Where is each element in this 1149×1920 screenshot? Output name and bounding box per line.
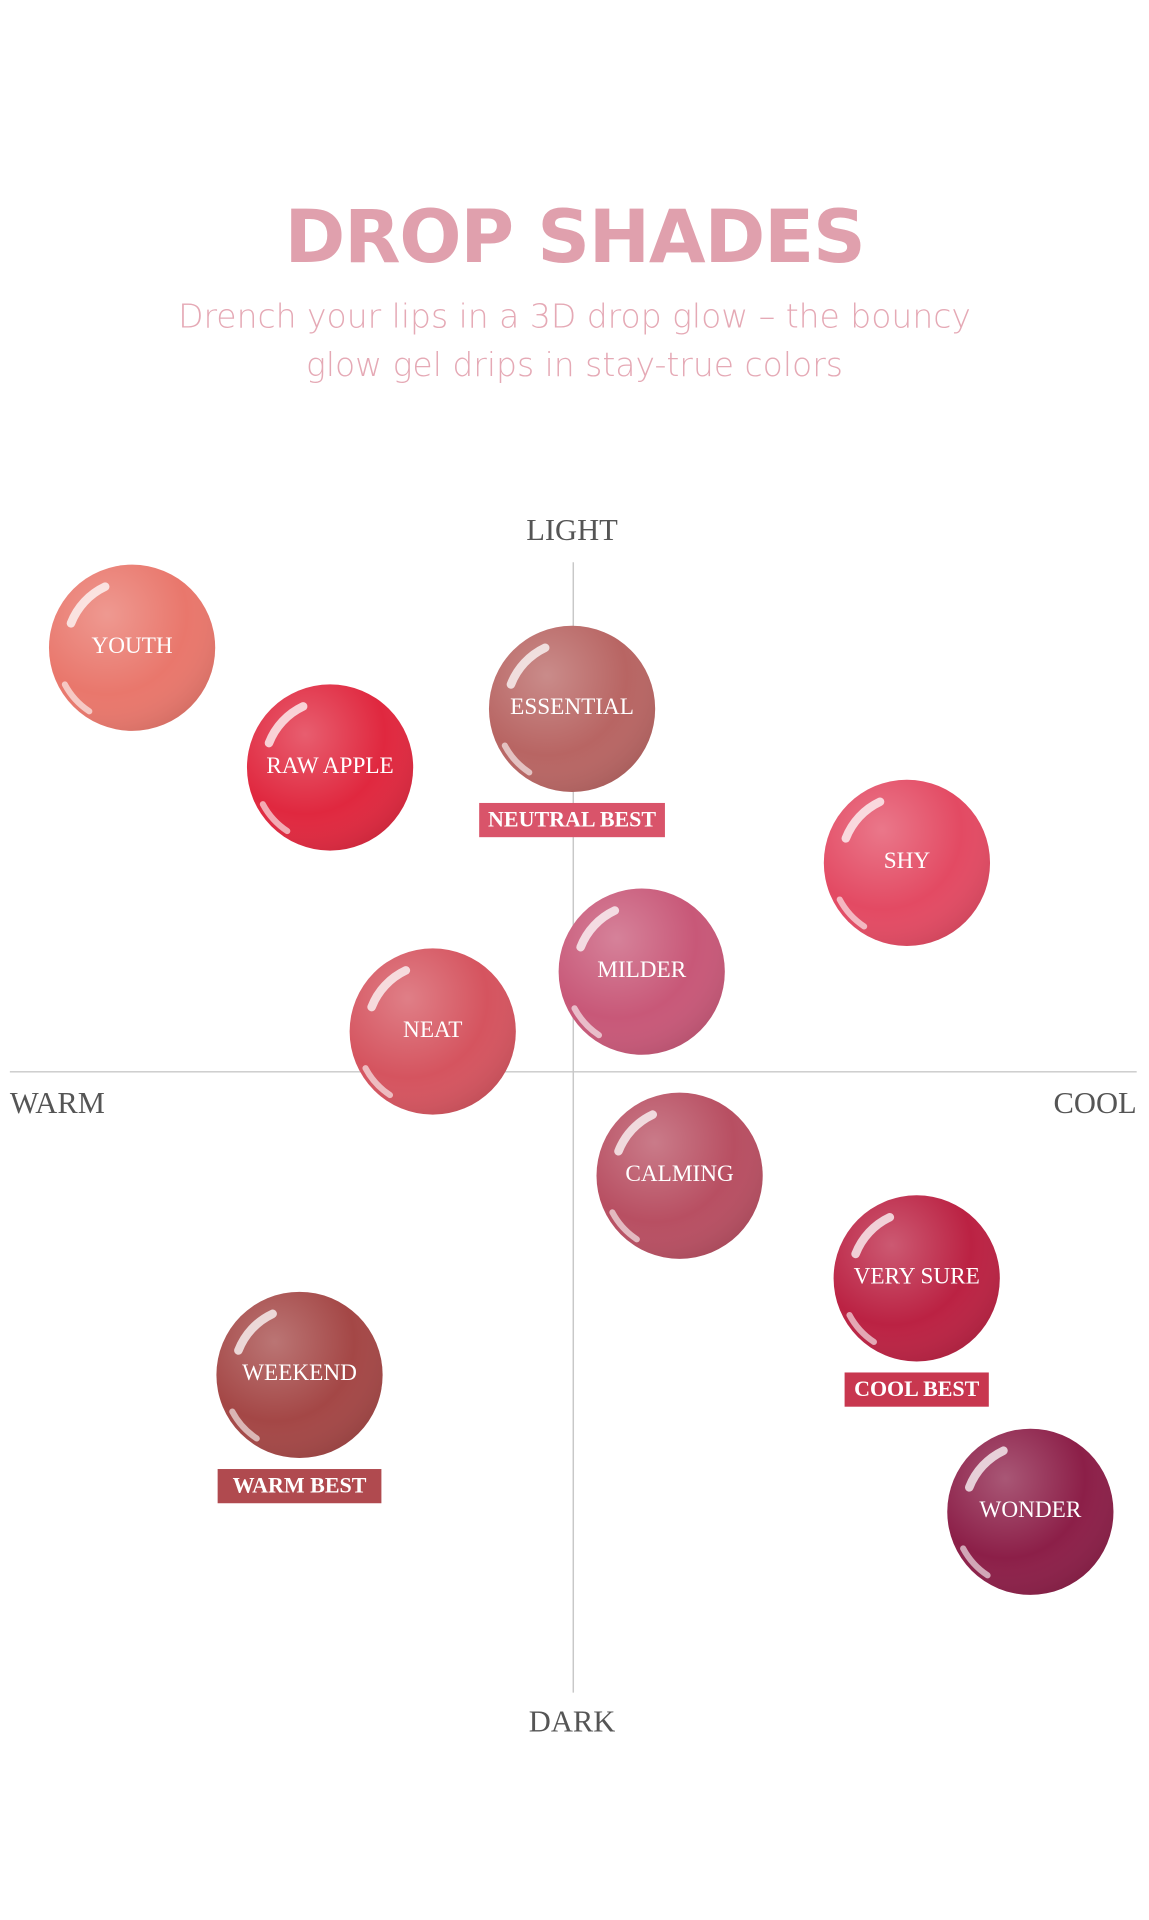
shade-label: CALMING — [625, 1161, 734, 1187]
drop-shine — [488, 625, 656, 792]
shade-label: VERY SURE — [854, 1264, 980, 1290]
drop-shine — [823, 779, 991, 946]
subtitle-line: glow gel drips in stay-true colors — [306, 345, 843, 384]
title: DROP SHADES — [284, 195, 864, 280]
drop-shine — [48, 564, 216, 731]
badge — [479, 802, 665, 838]
drop-shine — [833, 1195, 1000, 1362]
drop-highlight — [259, 801, 291, 835]
drop-highlight — [851, 1212, 895, 1259]
drop-highlight — [362, 1065, 394, 1099]
shade-label: NEAT — [403, 1017, 462, 1043]
drop-highlight — [964, 1446, 1008, 1492]
drop-shine — [349, 948, 516, 1115]
shade-label: RAW APPLE — [266, 753, 393, 779]
drop-shine — [947, 1428, 1114, 1595]
drop-shine — [216, 1291, 383, 1459]
shade-label: ESSENTIAL — [510, 694, 634, 720]
axis-label: LIGHT — [526, 513, 618, 547]
axis-label: DARK — [529, 1704, 616, 1738]
drop-highlight — [846, 1311, 877, 1345]
badge-text: WARM BEST — [233, 1472, 367, 1497]
drop-highlight — [609, 1209, 640, 1243]
drop-highlight — [66, 582, 110, 628]
drop-highlight — [501, 742, 533, 776]
drop-highlight — [264, 702, 308, 748]
drop-shine — [596, 1092, 763, 1259]
subtitle-line: Drench your lips in a 3D drop glow – the… — [178, 296, 971, 335]
drop-highlight — [836, 896, 868, 930]
shade-label: WONDER — [979, 1497, 1081, 1523]
badge — [844, 1372, 989, 1407]
drop-highlight — [367, 966, 411, 1012]
drop-highlight — [841, 797, 885, 843]
drop-highlight — [229, 1408, 260, 1442]
drop-highlight — [576, 906, 620, 952]
axis-label: WARM — [10, 1086, 105, 1120]
drop-shine — [246, 684, 414, 851]
shade-label: SHY — [884, 848, 931, 874]
badge-text: NEUTRAL BEST — [488, 806, 656, 831]
drop-shine — [558, 888, 725, 1055]
shade-label: WEEKEND — [242, 1360, 357, 1386]
drop-highlight — [571, 1005, 602, 1039]
badge — [217, 1469, 382, 1504]
axis-label: COOL — [1054, 1086, 1137, 1120]
badge-text: COOL BEST — [854, 1376, 980, 1401]
shade-label: YOUTH — [91, 633, 172, 659]
drop-highlight — [506, 643, 550, 689]
drop-highlight — [61, 681, 93, 715]
drop-highlight — [234, 1309, 277, 1355]
drop-highlight — [960, 1545, 991, 1579]
shade-label: MILDER — [597, 957, 687, 983]
drop-highlight — [614, 1110, 657, 1156]
